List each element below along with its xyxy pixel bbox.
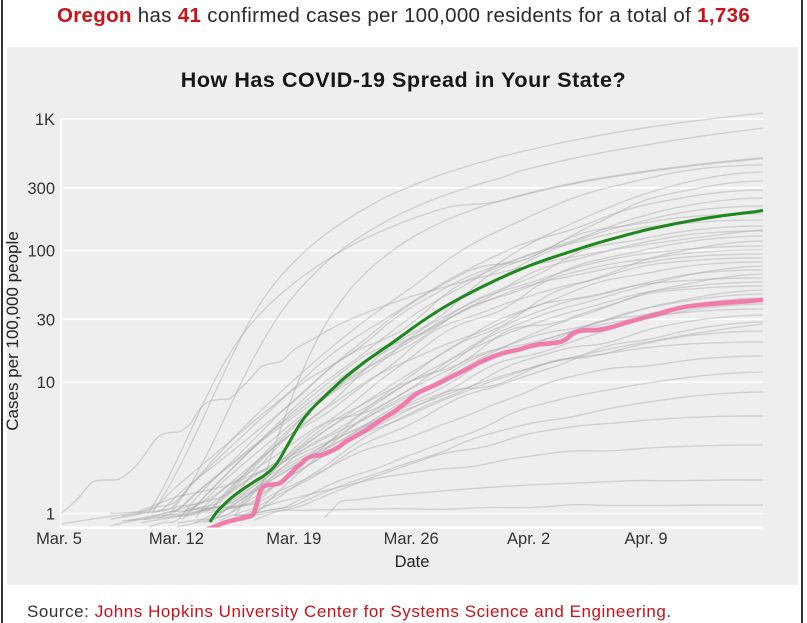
svg-text:Mar. 12: Mar. 12 [149, 530, 204, 548]
svg-text:10: 10 [37, 374, 55, 392]
svg-text:300: 300 [27, 180, 55, 198]
svg-text:Apr. 2: Apr. 2 [507, 530, 550, 548]
svg-text:30: 30 [37, 311, 55, 329]
svg-text:1K: 1K [35, 111, 55, 129]
svg-text:1: 1 [46, 506, 55, 524]
svg-text:Apr. 9: Apr. 9 [624, 530, 667, 548]
svg-text:100: 100 [27, 243, 55, 261]
svg-text:Date: Date [395, 553, 430, 571]
svg-text:Mar. 26: Mar. 26 [384, 530, 439, 548]
svg-text:Mar. 19: Mar. 19 [266, 530, 321, 548]
svg-text:Mar. 5: Mar. 5 [36, 530, 82, 548]
svg-text:Cases per 100,000 people: Cases per 100,000 people [3, 231, 22, 430]
